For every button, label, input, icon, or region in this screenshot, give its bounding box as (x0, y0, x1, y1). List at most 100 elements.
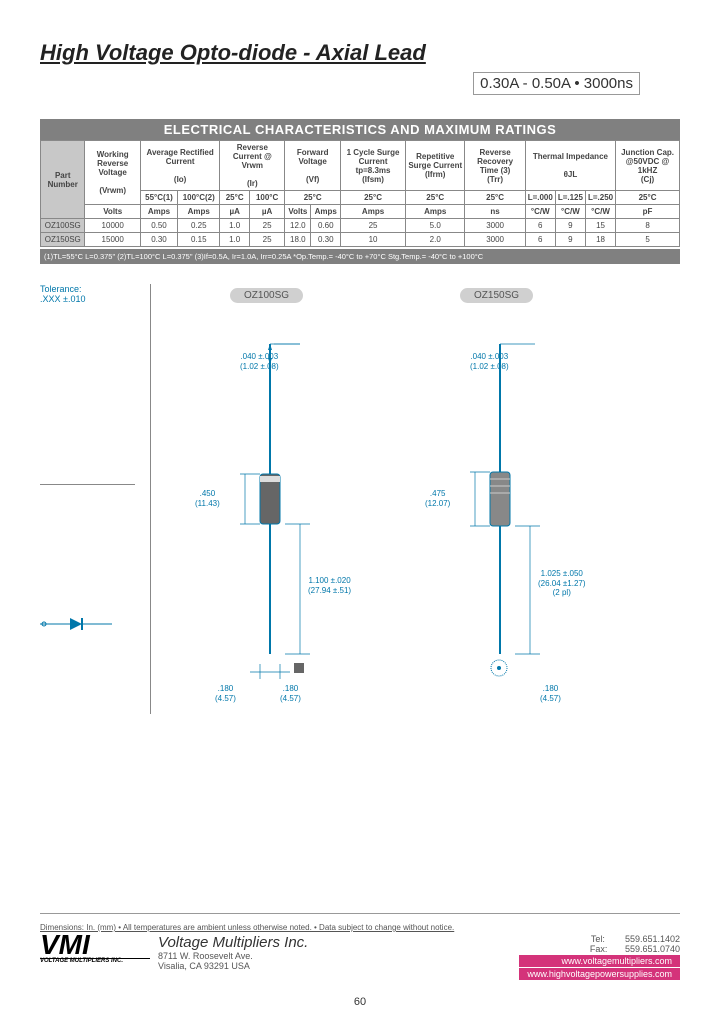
cond-t3: L=.250 (585, 191, 615, 205)
end-view-icon (290, 659, 308, 677)
bottom-notes: Dimensions: In. (mm) • All temperatures … (40, 923, 680, 932)
cell: 15 (585, 219, 615, 233)
cell: 0.25 (178, 219, 220, 233)
contact-info: Tel: 559.651.1402 Fax: 559.651.0740 www.… (519, 934, 680, 980)
col-part: Part Number (41, 141, 85, 219)
unit-a1: Amps (140, 205, 177, 219)
dim-a-w2: .180(4.57) (280, 684, 301, 703)
unit-pf: pF (616, 205, 680, 219)
unit-a5: Amps (406, 205, 465, 219)
cond-ir1: 25°C (220, 191, 250, 205)
page-footer: VMI VOLTAGE MULTIPLIERS INC. Voltage Mul… (40, 934, 680, 994)
cell: 6 (525, 233, 555, 247)
cond-ifrm: 25°C (406, 191, 465, 205)
col-ir: Reverse Current @ Vrwm(Ir) (220, 141, 285, 191)
table-row: OZ150SG 15000 0.30 0.15 1.0 25 18.0 0.30… (41, 233, 680, 247)
cond-io1: 55°C(1) (140, 191, 177, 205)
drawing-divider (150, 284, 151, 714)
cell: 12.0 (285, 219, 311, 233)
diode-symbol-icon (40, 614, 130, 634)
dim-a-lead: 1.100 ±.020(27.94 ±.51) (308, 576, 351, 595)
cond-trr: 25°C (465, 191, 525, 205)
dim-b-body: .475(12.07) (425, 489, 450, 508)
cell: 9 (555, 219, 585, 233)
cond-ir2: 100°C (249, 191, 284, 205)
cell: 2.0 (406, 233, 465, 247)
cond-vf: 25°C (285, 191, 341, 205)
table-header-bar: ELECTRICAL CHARACTERISTICS AND MAXIMUM R… (40, 119, 680, 140)
dim-a-dia: .040 ±.003(1.02 ±.08) (240, 352, 279, 371)
cell: 25 (341, 219, 406, 233)
cell: 8 (616, 219, 680, 233)
cell: 5 (616, 233, 680, 247)
dim-b-lead: 1.025 ±.050(26.04 ±1.27)(2 pl) (538, 569, 586, 598)
cell-part: OZ150SG (41, 233, 85, 247)
url-link[interactable]: www.highvoltagepowersupplies.com (519, 968, 680, 980)
col-ifsm: 1 Cycle Surge Current tp=8.3ms(Ifsm) (341, 141, 406, 191)
cell: 3000 (465, 233, 525, 247)
cell: 0.60 (311, 219, 341, 233)
cell: 10000 (85, 219, 140, 233)
cell: 9 (555, 233, 585, 247)
part-label-a: OZ100SG (230, 288, 303, 303)
unit-ua1: µA (220, 205, 250, 219)
cell: 18.0 (285, 233, 311, 247)
table-footnote: (1)TL=55°C L=0.375" (2)TL=100°C L=0.375"… (40, 249, 680, 264)
mechanical-drawings: Tolerance: .XXX ±.010 OZ100SG OZ150SG (40, 284, 680, 724)
tolerance-note: Tolerance: .XXX ±.010 (40, 284, 85, 304)
cell: 15000 (85, 233, 140, 247)
dim-a-w: .180(4.57) (215, 684, 236, 703)
col-vrwm: Working Reverse Voltage(Vrwm) (85, 141, 140, 205)
col-cj: Junction Cap. @50VDC @ 1kHZ(Cj) (616, 141, 680, 191)
cell: 5.0 (406, 219, 465, 233)
end-view-icon (490, 659, 508, 677)
url-link[interactable]: www.voltagemultipliers.com (519, 955, 680, 967)
company-info: Voltage Multipliers Inc. 8711 W. Rooseve… (158, 934, 308, 971)
cell: 0.15 (178, 233, 220, 247)
cell: 25 (249, 233, 284, 247)
hline (40, 484, 135, 485)
unit-cw3: °C/W (585, 205, 615, 219)
spec-table: Part Number Working Reverse Voltage(Vrwm… (40, 140, 680, 247)
cell: 0.30 (140, 233, 177, 247)
cell: 18 (585, 233, 615, 247)
cell: 1.0 (220, 233, 250, 247)
unit-cw2: °C/W (555, 205, 585, 219)
page-title: High Voltage Opto-diode - Axial Lead (40, 40, 680, 66)
cell: 25 (249, 219, 284, 233)
col-trr: Reverse Recovery Time (3)(Trr) (465, 141, 525, 191)
unit-ua2: µA (249, 205, 284, 219)
footer-divider (40, 913, 680, 914)
unit-ns: ns (465, 205, 525, 219)
cell: 3000 (465, 219, 525, 233)
unit-cw1: °C/W (525, 205, 555, 219)
table-row: OZ100SG 10000 0.50 0.25 1.0 25 12.0 0.60… (41, 219, 680, 233)
unit-v: Volts (85, 205, 140, 219)
spec-table-container: ELECTRICAL CHARACTERISTICS AND MAXIMUM R… (40, 119, 680, 264)
cell-part: OZ100SG (41, 219, 85, 233)
cond-t1: L=.000 (525, 191, 555, 205)
cond-ifsm: 25°C (341, 191, 406, 205)
cell: 0.50 (140, 219, 177, 233)
unit-v2: Volts (285, 205, 311, 219)
dim-b-w: .180(4.57) (540, 684, 561, 703)
col-vf: Forward Voltage(Vf) (285, 141, 341, 191)
cond-t2: L=.125 (555, 191, 585, 205)
page-number: 60 (0, 996, 720, 1008)
col-ifrm: Repetitive Surge Current(Ifrm) (406, 141, 465, 191)
company-logo: VMI VOLTAGE MULTIPLIERS INC. (40, 934, 150, 964)
cond-cj: 25°C (616, 191, 680, 205)
cell: 6 (525, 219, 555, 233)
cond-io2: 100°C(2) (178, 191, 220, 205)
cell: 10 (341, 233, 406, 247)
unit-a3: Amps (311, 205, 341, 219)
dim-a-body: .450(11.43) (195, 489, 220, 508)
cell: 0.30 (311, 233, 341, 247)
unit-a4: Amps (341, 205, 406, 219)
part-label-b: OZ150SG (460, 288, 533, 303)
cell: 1.0 (220, 219, 250, 233)
dim-b-dia: .040 ±.003(1.02 ±.08) (470, 352, 509, 371)
col-theta: Thermal ImpedanceθJL (525, 141, 615, 191)
col-io: Average Rectified Current(Io) (140, 141, 220, 191)
page-subtitle: 0.30A - 0.50A • 3000ns (473, 72, 640, 95)
